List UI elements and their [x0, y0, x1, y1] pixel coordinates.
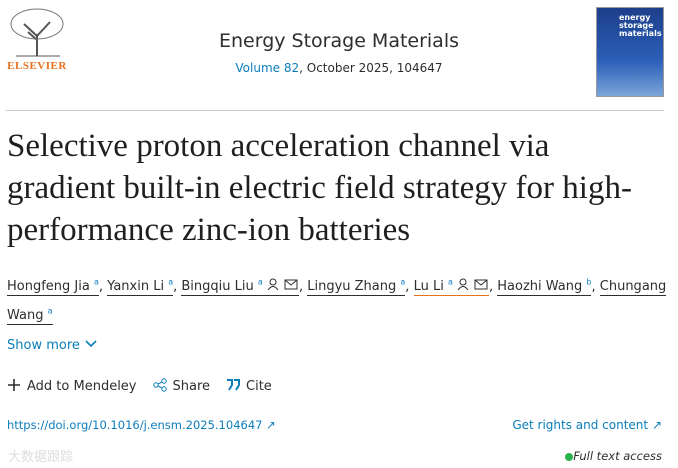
volume-link[interactable]: Volume 82	[235, 61, 300, 75]
publisher: ELSEVIER	[7, 60, 67, 72]
action-icon	[152, 378, 167, 392]
author[interactable]: Chungang Wang a	[7, 279, 667, 325]
actions: Add to Mendeley Share Cite	[7, 378, 272, 394]
separator: ,	[489, 279, 494, 295]
action-icon	[8, 379, 20, 391]
author-affiliation: a	[168, 278, 174, 287]
show-more-text[interactable]: Show more	[7, 338, 80, 353]
author[interactable]: Yanxin Li a	[107, 278, 174, 297]
action-label[interactable]: Cite	[246, 379, 272, 394]
contact-icons	[267, 278, 298, 291]
external-arrow: ↗	[651, 418, 662, 432]
chevron	[85, 340, 97, 348]
volume-line: Volume 82, October 2025, 104647	[0, 61, 678, 75]
author-affiliation: a	[47, 306, 53, 316]
show-more[interactable]: Show more	[7, 338, 98, 353]
author-affiliation: a	[93, 278, 99, 287]
cover-title: energy storage materials	[619, 13, 662, 38]
watermark: 大数据跟踪	[8, 450, 74, 465]
author-name[interactable]: Yanxin Li	[107, 279, 165, 295]
author-name[interactable]: Hongfeng Jia	[7, 279, 90, 295]
separator: ,	[98, 279, 104, 295]
action-button[interactable]: Add to Mendeley	[7, 378, 137, 394]
author-name[interactable]: Lu Li	[413, 279, 444, 295]
issue-info: , October 2025, 104647	[299, 61, 443, 75]
separator: ,	[173, 279, 178, 295]
cover-image[interactable]: energy storage materials	[596, 7, 664, 97]
author-name[interactable]: Haozhi Wang	[497, 279, 583, 295]
author[interactable]: Hongfeng Jia a	[7, 278, 99, 297]
action-label[interactable]: Add to Mendeley	[27, 379, 137, 394]
author[interactable]: Bingqiu Liu a	[181, 278, 299, 297]
journal-title[interactable]: Energy Storage Materials	[218, 30, 460, 52]
author[interactable]: Haozhi Wang b	[497, 278, 592, 297]
author-list: Hongfeng Jia a, Yanxin Li a, Bingqiu Liu…	[7, 271, 667, 328]
author-affiliation: b	[586, 278, 592, 287]
author-affiliation: a	[257, 278, 263, 287]
author[interactable]: Lingyu Zhang a	[307, 278, 406, 297]
author-name[interactable]: Chungang Wang	[7, 279, 667, 323]
rights-link[interactable]: Get rights and content ↗	[512, 418, 662, 432]
article-title: Selective proton acceleration channel vi…	[7, 128, 632, 248]
doi-link[interactable]: https://doi.org/10.1016/j.ensm.2025.1046…	[7, 418, 276, 432]
author-name[interactable]: Lingyu Zhang	[307, 279, 397, 295]
action-button[interactable]: Share	[152, 378, 211, 394]
contact-icons	[457, 278, 488, 291]
action-button[interactable]: Cite	[226, 378, 272, 394]
action-icon	[227, 379, 241, 391]
access-label: Full text access	[573, 449, 662, 463]
author-name[interactable]: Bingqiu Liu	[181, 279, 254, 295]
author-affiliation: a	[447, 278, 453, 287]
external-arrow: ↗	[266, 418, 276, 432]
separator: ,	[591, 279, 596, 295]
author-affiliation: a	[400, 278, 406, 287]
access-dot	[565, 453, 573, 461]
divider	[6, 110, 664, 111]
logo-tree	[10, 8, 64, 57]
author[interactable]: Lu Li a	[413, 278, 489, 297]
separator: ,	[405, 279, 410, 295]
separator: ,	[298, 279, 304, 295]
action-label[interactable]: Share	[172, 379, 211, 394]
